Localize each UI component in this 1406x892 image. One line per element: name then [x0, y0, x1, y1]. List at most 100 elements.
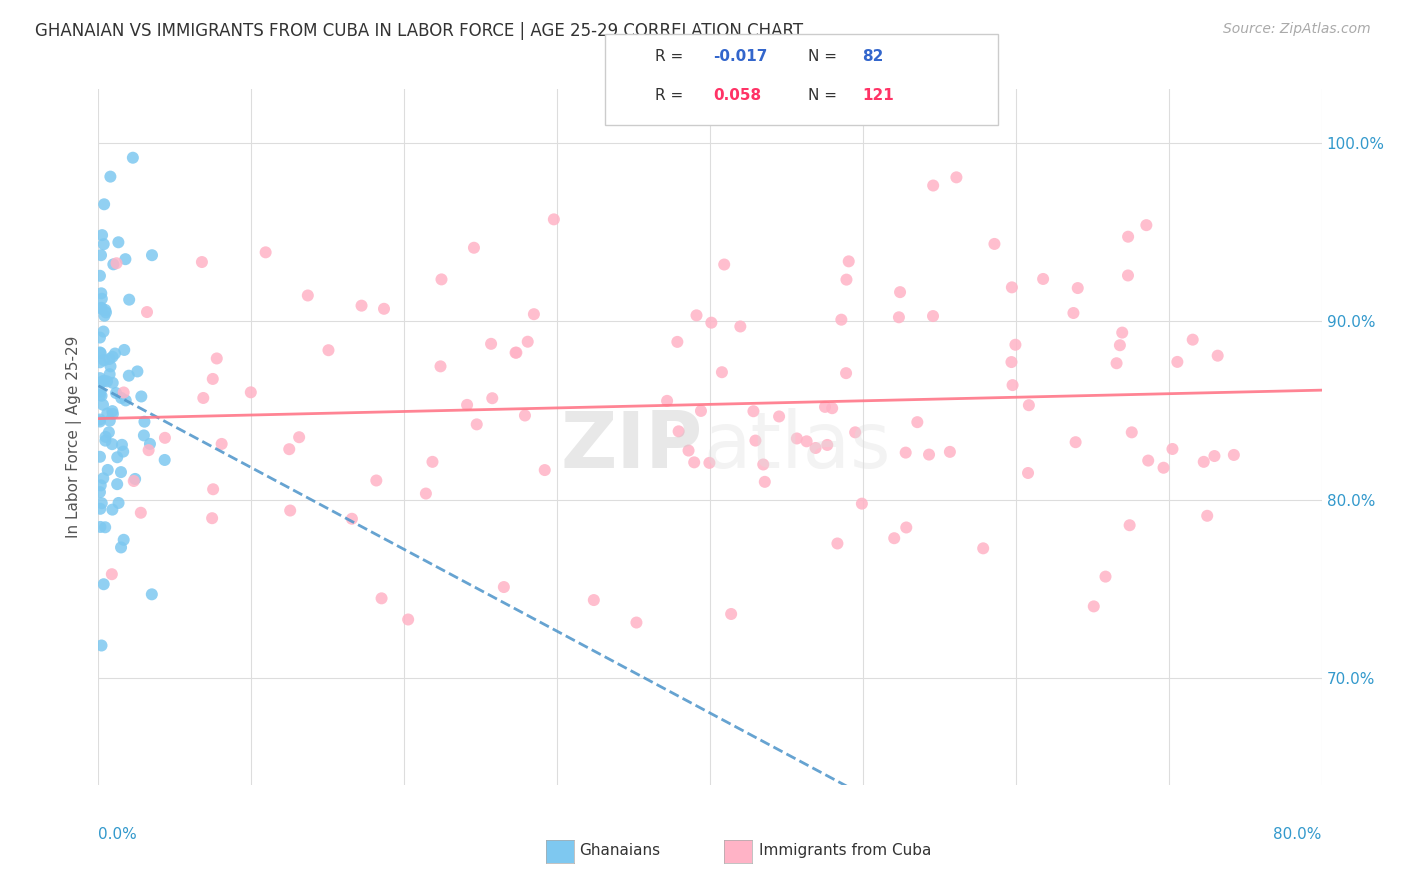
Point — [93, 353, 115, 368]
Y-axis label: In Labor Force | Age 25-29: In Labor Force | Age 25-29 — [66, 336, 83, 538]
Point — [89, 355, 111, 369]
Point — [678, 443, 700, 458]
Point — [830, 312, 852, 326]
Point — [96, 407, 118, 421]
Point — [1204, 449, 1226, 463]
Point — [101, 407, 124, 421]
Point — [1083, 599, 1105, 614]
Point — [1018, 398, 1040, 412]
Point — [1094, 569, 1116, 583]
Text: R =: R = — [655, 88, 689, 103]
Point — [1118, 518, 1140, 533]
Point — [516, 334, 538, 349]
Point — [93, 325, 115, 339]
Point — [89, 412, 111, 426]
Point — [89, 450, 111, 464]
Point — [429, 359, 451, 374]
Point — [98, 351, 121, 366]
Point — [479, 336, 502, 351]
Point — [131, 389, 153, 403]
Point — [1116, 229, 1139, 244]
Point — [297, 288, 319, 302]
Point — [111, 438, 134, 452]
Point — [666, 334, 689, 349]
Point — [93, 309, 115, 323]
Point — [905, 415, 928, 429]
Point — [90, 248, 112, 262]
Point — [90, 375, 112, 389]
Point — [713, 258, 735, 272]
Point — [110, 391, 132, 405]
Point — [89, 371, 111, 385]
Point — [278, 442, 301, 457]
Point — [112, 444, 135, 458]
Point — [972, 541, 994, 556]
Point — [124, 472, 146, 486]
Point — [89, 345, 111, 359]
Point — [118, 293, 141, 307]
Point — [138, 443, 160, 458]
Point — [894, 445, 917, 459]
Point — [505, 345, 527, 359]
Text: Ghanaians: Ghanaians — [579, 844, 661, 858]
Point — [89, 268, 111, 283]
Point — [114, 252, 136, 267]
Point — [1181, 333, 1204, 347]
Point — [127, 364, 149, 378]
Point — [887, 310, 910, 325]
Point — [112, 385, 135, 400]
Point — [1192, 455, 1215, 469]
Text: 82: 82 — [862, 49, 883, 63]
Point — [89, 330, 111, 344]
Point — [107, 496, 129, 510]
Point — [699, 456, 721, 470]
Point — [754, 475, 776, 489]
Point — [396, 612, 419, 626]
Point — [815, 438, 838, 452]
Point — [122, 474, 145, 488]
Point — [340, 512, 363, 526]
Point — [89, 501, 111, 516]
Point — [191, 255, 214, 269]
Point — [94, 302, 117, 317]
Point — [107, 235, 129, 250]
Point — [129, 506, 152, 520]
Point — [318, 343, 340, 358]
Point — [93, 577, 115, 591]
Point — [211, 437, 233, 451]
Point — [89, 485, 111, 500]
Point — [1135, 218, 1157, 232]
Point — [844, 425, 866, 440]
Point — [1001, 378, 1024, 392]
Point — [370, 591, 392, 606]
Point — [121, 151, 143, 165]
Point — [101, 567, 124, 582]
Point — [90, 496, 112, 510]
Point — [114, 393, 136, 408]
Point — [939, 445, 962, 459]
Point — [89, 384, 111, 399]
Point — [430, 272, 453, 286]
Point — [505, 345, 527, 359]
Point — [101, 437, 124, 451]
Point — [786, 432, 808, 446]
Point — [89, 520, 111, 534]
Point — [1166, 355, 1188, 369]
Point — [1111, 326, 1133, 340]
Point — [100, 169, 122, 184]
Point — [683, 455, 706, 469]
Point — [1206, 349, 1229, 363]
Point — [91, 471, 114, 485]
Text: 80.0%: 80.0% — [1274, 827, 1322, 841]
Point — [98, 414, 121, 428]
Point — [463, 241, 485, 255]
Point — [1062, 306, 1084, 320]
Point — [193, 391, 215, 405]
Point — [685, 309, 707, 323]
Text: Source: ZipAtlas.com: Source: ZipAtlas.com — [1223, 22, 1371, 37]
Point — [655, 393, 678, 408]
Point — [201, 372, 224, 386]
Point — [1105, 356, 1128, 370]
Point — [112, 533, 135, 547]
Point — [134, 415, 156, 429]
